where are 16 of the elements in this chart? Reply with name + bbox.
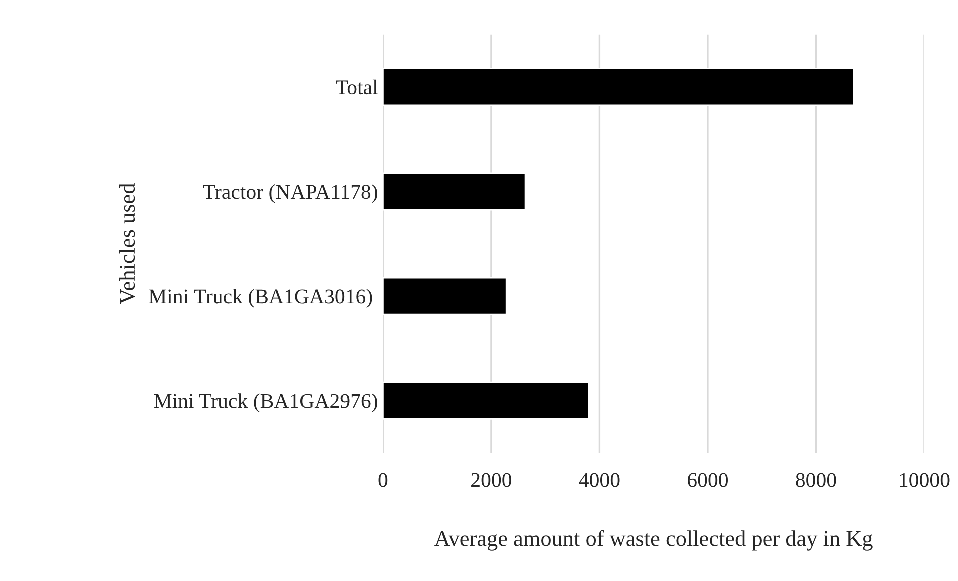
x-tick-label: 2000 [472,473,512,488]
y-tick-label: Mini Truck (BA1GA2976) [154,394,378,413]
bar [383,277,508,316]
bar [383,172,526,211]
y-tick-label: Tractor (NAPA1178) [203,184,378,204]
y-tick-label: Total [336,80,378,95]
y-tick-label: Mini Truck (BA1GA3016) [149,289,372,308]
x-tick-label: 6000 [688,473,728,488]
y-axis-title: Vehicles used [119,184,136,305]
x-tick-label: 10000 [900,473,950,488]
x-axis-title: Average amount of waste collected per day in Kg [434,530,873,551]
x-tick-label: 8000 [796,473,836,488]
x-tick-label: 4000 [579,473,620,488]
bar [383,68,855,106]
bar [383,382,590,420]
x-tick-label: 0 [378,473,388,488]
